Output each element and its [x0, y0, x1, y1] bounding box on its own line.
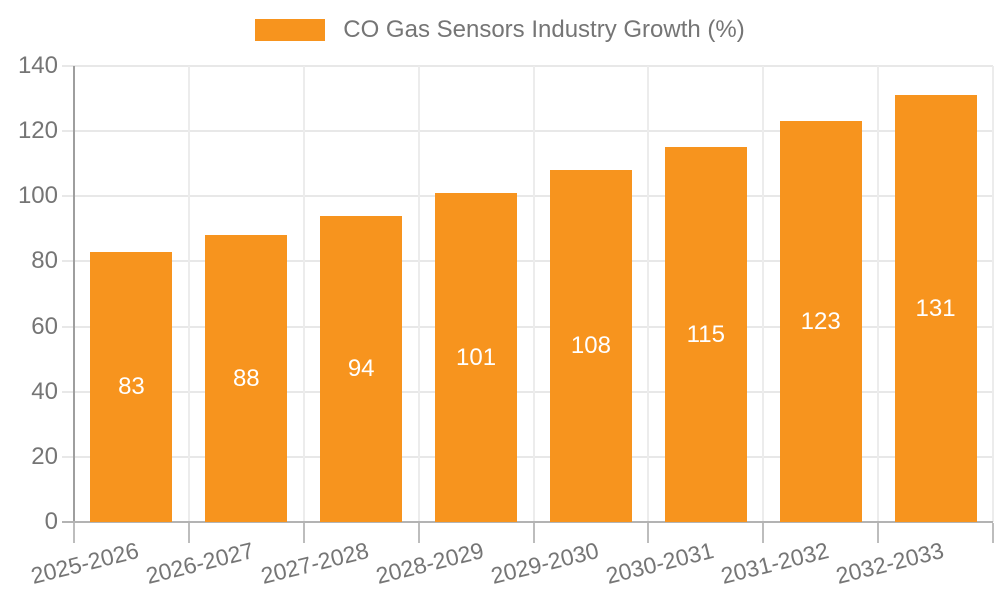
x-tick-label: 2028-2029 [373, 537, 487, 589]
grid-line-h [62, 390, 993, 393]
legend: CO Gas Sensors Industry Growth (%) [0, 16, 1000, 44]
bar [779, 121, 862, 522]
legend-item[interactable]: CO Gas Sensors Industry Growth (%) [255, 16, 745, 44]
bar-value-label: 88 [232, 364, 260, 392]
y-axis-line [73, 66, 75, 524]
grid-line-v [877, 66, 880, 522]
grid-line-v [417, 66, 420, 522]
bar [549, 170, 632, 522]
x-axis-tick [762, 523, 765, 543]
grid-line-h [62, 195, 993, 198]
grid-line-v [532, 66, 535, 522]
x-tick-label: 2030-2031 [603, 537, 717, 589]
y-tick-label: 120 [17, 117, 58, 145]
x-axis-tick [647, 523, 650, 543]
bar-value-label: 83 [118, 372, 145, 400]
y-tick-label: 20 [31, 442, 58, 470]
legend-label: CO Gas Sensors Industry Growth (%) [343, 16, 745, 43]
x-tick-label: 2026-2027 [143, 537, 257, 589]
grid-line-v [647, 66, 650, 522]
x-axis-tick [417, 523, 420, 543]
x-axis-tick [992, 523, 994, 543]
x-tick-label: 2031-2032 [717, 537, 831, 589]
x-axis-tick [532, 523, 535, 543]
bar [320, 215, 403, 522]
x-axis-tick [302, 523, 305, 543]
x-tick-label: 2025-2026 [28, 537, 142, 589]
y-tick-label: 40 [31, 377, 58, 405]
y-tick-label: 140 [17, 52, 58, 79]
grid-line-v [302, 66, 305, 522]
x-axis-tick [877, 523, 880, 543]
x-tick-label: 2027-2028 [258, 537, 372, 589]
bar-value-label: 115 [686, 320, 725, 348]
bar-value-label: 108 [570, 332, 611, 360]
grid-line-v [992, 66, 994, 522]
grid-line-h [62, 260, 993, 263]
bar [894, 95, 977, 522]
bar-value-label: 101 [456, 343, 497, 371]
bar [205, 235, 288, 522]
grid-line-h [62, 455, 993, 458]
x-tick-label: 2032-2033 [832, 537, 946, 589]
x-tick-label: 2029-2030 [488, 537, 602, 589]
grid-line-v [762, 66, 765, 522]
y-tick-label: 80 [31, 247, 58, 275]
bar [435, 193, 518, 522]
legend-swatch-icon [255, 19, 326, 41]
bar [664, 147, 747, 522]
y-tick-label: 60 [31, 312, 58, 340]
bar-value-label: 123 [800, 307, 841, 335]
grid-line-h [62, 325, 993, 328]
y-tick-label: 100 [17, 182, 58, 210]
x-axis-tick [187, 523, 190, 543]
bar-value-label: 94 [347, 354, 375, 382]
grid-line-h [62, 65, 993, 67]
bar [90, 251, 173, 522]
grid-line-h [62, 130, 993, 133]
y-tick-label: 0 [44, 508, 58, 535]
grid-line-v [187, 66, 190, 522]
x-axis-line [62, 521, 993, 523]
x-axis-tick [73, 523, 75, 543]
bar-value-label: 131 [915, 294, 956, 322]
